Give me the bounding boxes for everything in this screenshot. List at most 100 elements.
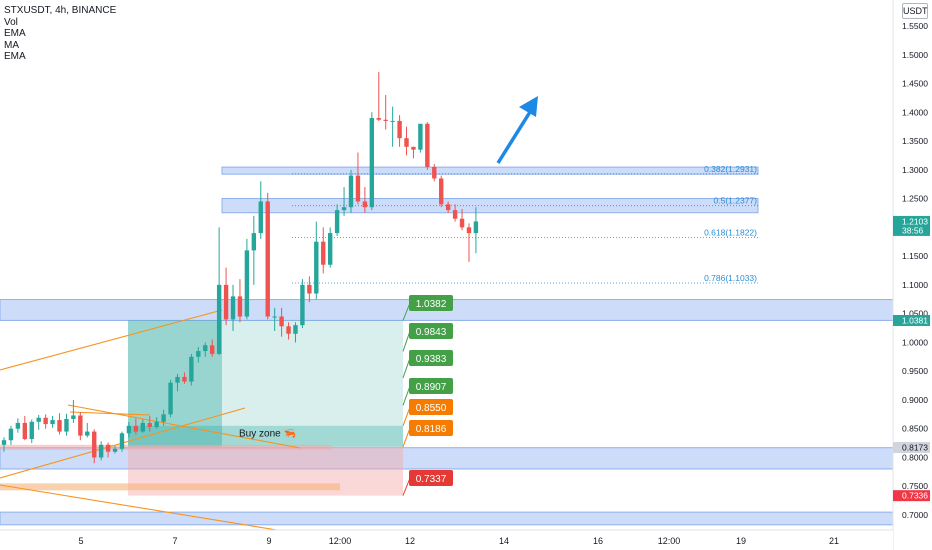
candle-body[interactable] (119, 433, 125, 449)
candle-body[interactable] (168, 382, 173, 415)
candle-body[interactable] (78, 415, 83, 436)
currency-badge[interactable]: USDT (902, 3, 928, 19)
candle-body[interactable] (362, 201, 368, 208)
trendline[interactable] (0, 484, 278, 531)
candle-body[interactable] (279, 316, 284, 327)
candle-body[interactable] (196, 351, 201, 357)
target-label[interactable] (409, 420, 453, 436)
candle-body[interactable] (314, 241, 319, 294)
target-label[interactable] (409, 378, 453, 394)
candle-body[interactable] (466, 227, 472, 234)
candle-body[interactable] (210, 345, 215, 354)
candle-body[interactable] (154, 421, 159, 427)
candle-body[interactable] (92, 431, 97, 458)
candle-body[interactable] (286, 326, 291, 334)
red-range-box[interactable] (0, 444, 332, 450)
candle-body[interactable] (348, 175, 354, 208)
candle-body[interactable] (251, 233, 257, 251)
candle-body[interactable] (452, 210, 458, 219)
candle-body[interactable] (390, 120, 395, 122)
candle-body[interactable] (147, 422, 152, 427)
candle-body[interactable] (432, 166, 437, 179)
candle-body[interactable] (258, 201, 263, 234)
candle-body[interactable] (29, 421, 34, 440)
candle-body[interactable] (8, 428, 14, 441)
candle-body[interactable] (22, 422, 28, 440)
zone-box[interactable] (0, 511, 894, 526)
candle-body[interactable] (15, 422, 21, 429)
candle-body[interactable] (425, 123, 430, 167)
candle-body[interactable] (473, 221, 479, 234)
candle-body[interactable] (57, 420, 62, 432)
target-label[interactable] (409, 323, 453, 339)
candle-body[interactable] (327, 233, 333, 265)
trendline[interactable] (69, 411, 151, 416)
candle-body[interactable] (355, 175, 361, 202)
candle-body[interactable] (98, 444, 104, 458)
candle-body[interactable] (175, 376, 180, 383)
candle-body[interactable] (43, 417, 48, 425)
symbol-title[interactable]: STXUSDT, 4h, BINANCE (4, 5, 117, 16)
candle-body[interactable] (140, 422, 145, 432)
candle-body[interactable] (237, 296, 243, 317)
indicator-ma[interactable]: MA (4, 39, 19, 51)
price-badge[interactable] (893, 314, 930, 326)
target-label[interactable] (409, 350, 453, 366)
indicator-ema[interactable]: EMA (4, 28, 26, 39)
candle-body[interactable] (223, 284, 229, 320)
candle-body[interactable] (383, 119, 388, 121)
candle-body[interactable] (112, 448, 118, 452)
indicator-vol[interactable]: Vol (4, 16, 18, 28)
candle-body[interactable] (397, 120, 402, 139)
candle-body[interactable] (411, 146, 416, 150)
trendline[interactable] (0, 309, 223, 371)
orange-range-box[interactable] (0, 483, 340, 491)
buy-zone-box[interactable] (128, 425, 403, 447)
candle-body[interactable] (244, 250, 250, 317)
candle-body[interactable] (300, 284, 305, 326)
price-axis[interactable] (893, 0, 932, 550)
candle-body[interactable] (203, 345, 208, 352)
price-badge[interactable] (893, 215, 930, 236)
candle-body[interactable] (182, 376, 187, 382)
candle-body[interactable] (341, 207, 347, 211)
candle-body[interactable] (376, 118, 381, 120)
candle-body[interactable] (189, 356, 194, 382)
candle-body[interactable] (272, 316, 277, 318)
candle-body[interactable] (36, 417, 41, 422)
candle-body[interactable] (369, 118, 375, 208)
candle-body[interactable] (133, 425, 139, 432)
target-label[interactable] (409, 295, 453, 311)
indicator-ema-2[interactable]: EMA (4, 51, 26, 62)
candle-body[interactable] (265, 201, 270, 317)
profit-zone[interactable] (128, 320, 403, 447)
candle-body[interactable] (64, 418, 69, 432)
candle-body[interactable] (230, 296, 236, 320)
candle-body[interactable] (321, 241, 326, 265)
candle-body[interactable] (334, 210, 340, 234)
candle-body[interactable] (216, 284, 222, 354)
trendline[interactable] (67, 404, 301, 449)
candle-body[interactable] (126, 425, 132, 434)
time-axis[interactable] (0, 530, 893, 550)
candle-body[interactable] (71, 415, 76, 419)
candle-body[interactable] (459, 218, 465, 228)
candle-body[interactable] (50, 420, 55, 425)
forecast-arrow-line[interactable] (496, 111, 532, 164)
candle-body[interactable] (404, 138, 409, 147)
candle-body[interactable] (105, 444, 111, 452)
candle-body[interactable] (293, 325, 298, 334)
candle-body[interactable] (307, 284, 312, 294)
buy-zone-label[interactable]: Buy zone 🦐 (239, 428, 296, 439)
candle-body[interactable] (161, 414, 166, 422)
candle-body[interactable] (418, 123, 423, 150)
zone-box[interactable] (221, 166, 759, 175)
candle-body[interactable] (85, 431, 90, 436)
price-badge[interactable] (893, 442, 930, 454)
candle-body[interactable] (439, 178, 444, 205)
candle-body[interactable] (1, 440, 7, 445)
price-badge[interactable] (893, 490, 930, 502)
target-label[interactable] (409, 470, 453, 486)
target-label[interactable] (409, 399, 453, 415)
